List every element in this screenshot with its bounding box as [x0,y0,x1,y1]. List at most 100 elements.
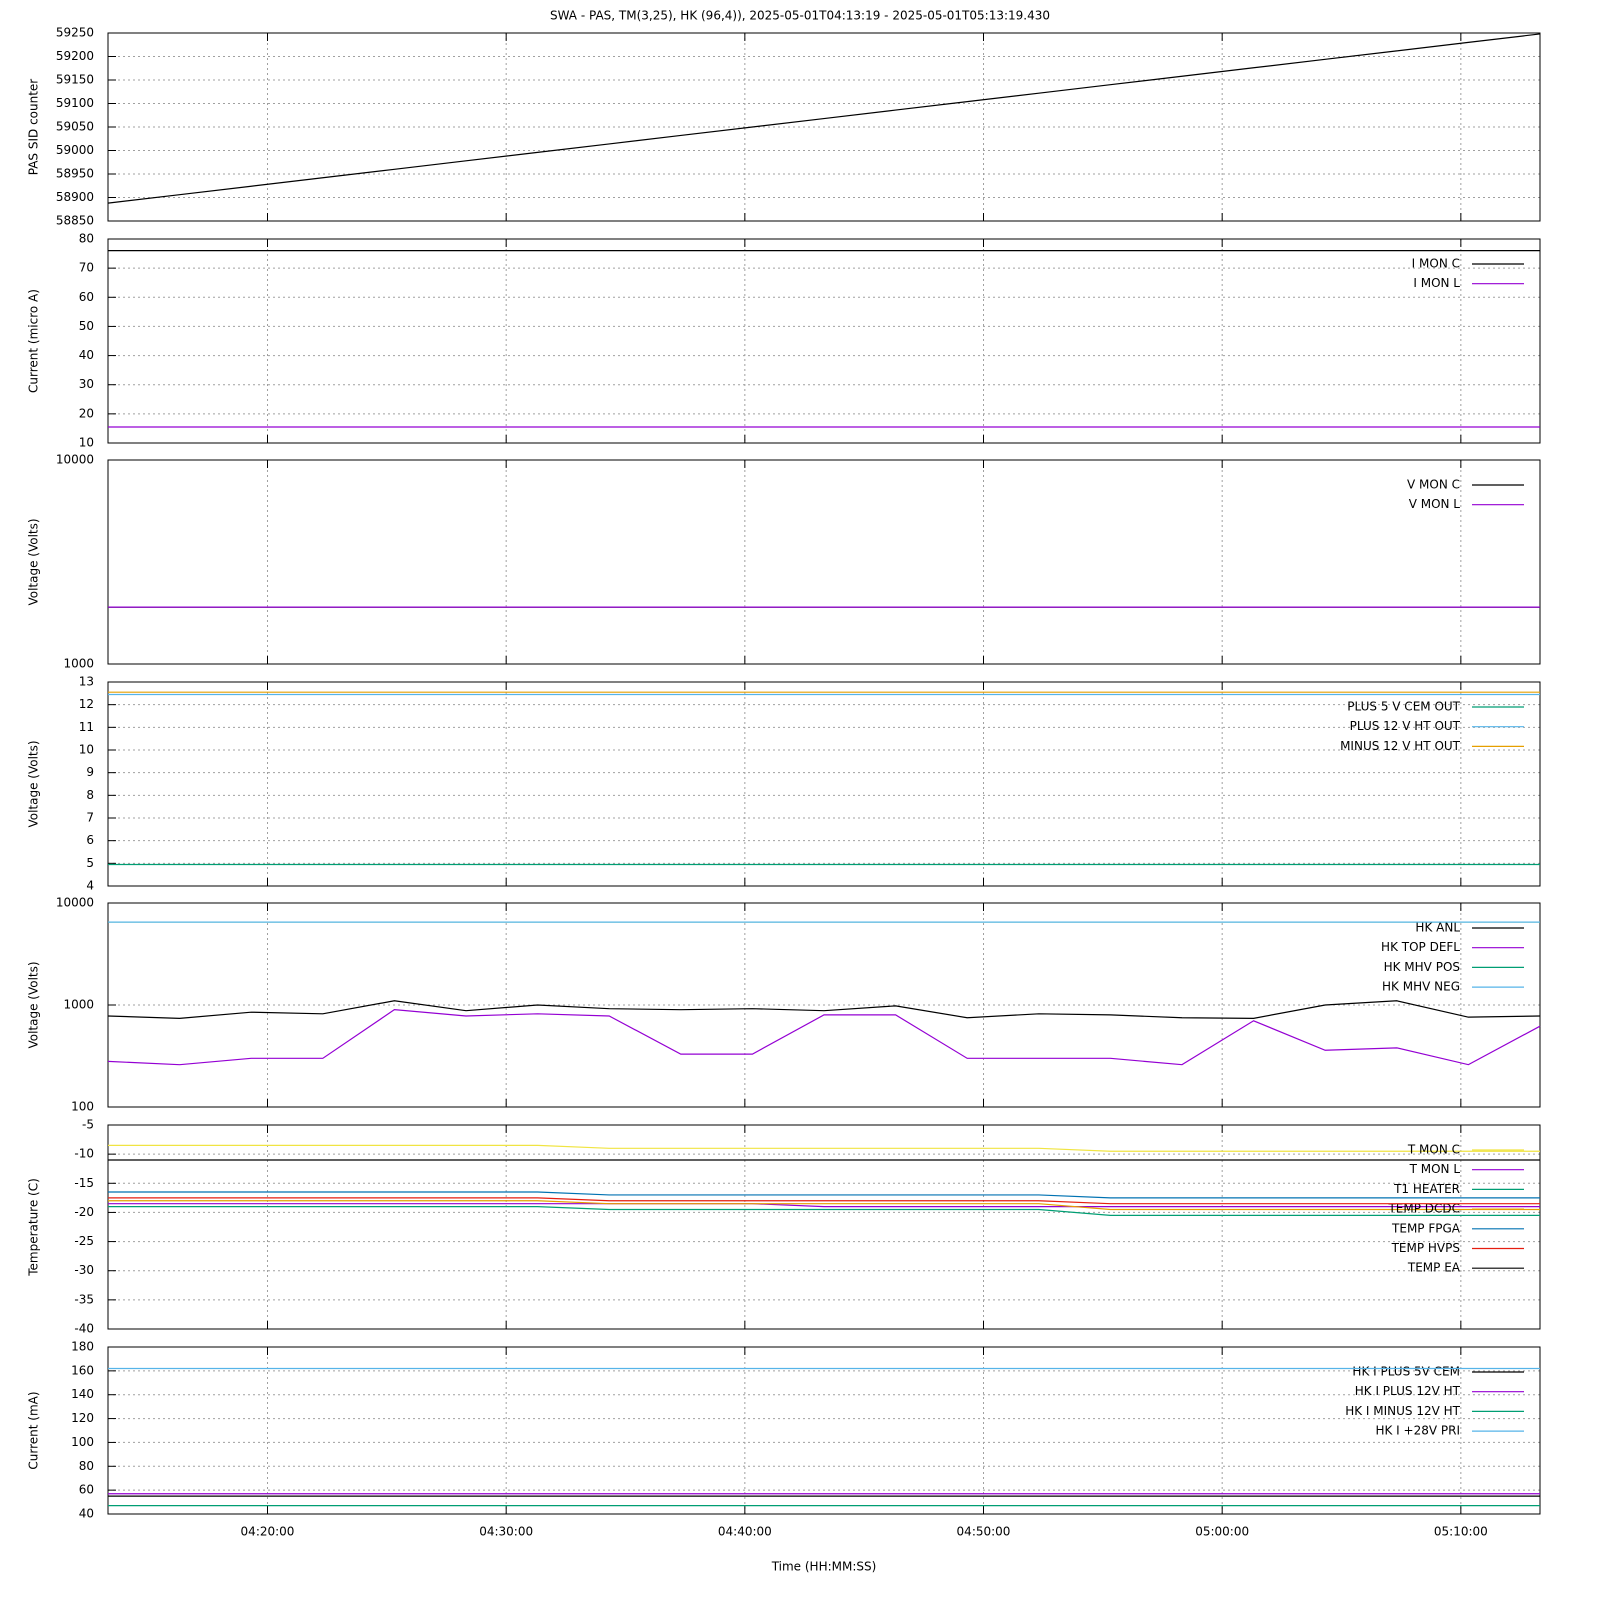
legend-label: PLUS 5 V CEM OUT [1347,700,1460,714]
y-tick-label: 80 [79,1459,94,1473]
plot-frame [107,238,1541,444]
x-axis-label: Time (HH:MM:SS) [771,1560,877,1574]
legend-label: HK I MINUS 12V HT [1345,1404,1460,1418]
x-tick-label: 04:30:00 [479,1525,533,1539]
y-tick-label: 70 [79,261,94,275]
legend-label: HK MHV NEG [1382,980,1460,994]
y-tick-label: 12 [79,697,94,711]
legend-label: TEMP HVPS [1391,1241,1460,1255]
y-axis-label: Temperature (C) [27,1178,41,1277]
plot-frame [107,681,1541,887]
plot-frame [107,32,1541,222]
series-line [108,1191,1540,1199]
y-tick-label: 40 [79,348,94,362]
legend-label: HK I PLUS 5V CEM [1352,1365,1460,1379]
y-tick-label: -35 [74,1292,94,1306]
legend-label: T MON C [1407,1143,1460,1157]
y-tick-label: 58950 [56,167,94,181]
y-axis-label: Voltage (Volts) [27,518,41,605]
y-tick-label: 7 [86,811,94,825]
y-tick-label: 59200 [56,49,94,63]
legend-label: HK MHV POS [1384,960,1460,974]
legend-label: V MON L [1409,497,1461,511]
y-tick-label: 10000 [56,453,94,467]
y-tick-label: 60 [79,1483,94,1497]
y-tick-label: 60 [79,290,94,304]
legend-label: TEMP FPGA [1391,1221,1461,1235]
legend-label: V MON C [1407,478,1460,492]
y-tick-label: -25 [74,1234,94,1248]
y-tick-label: 50 [79,319,94,333]
legend-label: PLUS 12 V HT OUT [1350,719,1461,733]
y-tick-label: 59150 [56,73,94,87]
series-line [107,33,1541,204]
y-tick-label: 1000 [63,998,94,1012]
y-axis-label: Voltage (Volts) [27,740,41,827]
y-tick-label: -40 [74,1322,94,1336]
y-tick-label: 59000 [56,143,94,157]
y-tick-label: 5 [86,856,94,870]
series-line [107,1009,1541,1066]
series-line [108,1197,1540,1205]
series-line [108,1200,1540,1211]
plot-frame [107,902,1541,1108]
y-tick-label: 160 [71,1363,94,1377]
x-tick-label: 05:00:00 [1195,1525,1249,1539]
legend-label: I MON L [1413,276,1460,290]
y-tick-label: 59250 [56,26,94,40]
y-tick-label: -5 [82,1118,94,1132]
legend-label: TEMP EA [1407,1261,1461,1275]
y-tick-label: 59100 [56,96,94,110]
legend-label: HK ANL [1415,921,1460,935]
y-tick-label: -30 [74,1263,94,1277]
plot-frame [107,459,1541,665]
y-tick-label: 9 [86,765,94,779]
y-tick-label: 59050 [56,120,94,134]
y-tick-label: 120 [71,1411,94,1425]
y-tick-label: 10 [79,743,94,757]
legend-label: HK I PLUS 12V HT [1355,1384,1461,1398]
y-tick-label: 13 [79,675,94,689]
y-axis-label: Current (micro A) [27,289,41,393]
plot-frame [107,1124,1541,1330]
y-tick-label: 20 [79,406,94,420]
series-line [108,1205,1540,1216]
legend-label: MINUS 12 V HT OUT [1340,739,1461,753]
y-tick-label: -20 [74,1205,94,1219]
y-tick-label: 140 [71,1387,94,1401]
chart-title: SWA - PAS, TM(3,25), HK (96,4)), 2025-05… [550,9,1050,23]
y-axis-label: Voltage (Volts) [27,961,41,1048]
plot-frame [107,1346,1541,1515]
y-tick-label: 100 [71,1435,94,1449]
series-line [107,1000,1541,1019]
y-tick-label: 58850 [56,214,94,228]
y-tick-label: 80 [79,232,94,246]
legend-label: T1 HEATER [1393,1182,1460,1196]
y-tick-label: 11 [79,720,94,734]
series-line [108,1203,1540,1208]
y-tick-label: 58900 [56,190,94,204]
y-tick-label: 1000 [63,657,94,671]
y-tick-label: 180 [71,1340,94,1354]
x-tick-label: 04:20:00 [241,1525,295,1539]
legend-label: TEMP DCDC [1387,1202,1460,1216]
y-axis-label: Current (mA) [27,1391,41,1469]
y-tick-label: -15 [74,1176,94,1190]
x-tick-label: 04:40:00 [718,1525,772,1539]
x-tick-label: 04:50:00 [957,1525,1011,1539]
y-tick-label: 4 [86,879,94,893]
y-tick-label: 6 [86,833,94,847]
y-axis-label: PAS SID counter [27,79,41,176]
x-tick-label: 05:10:00 [1434,1525,1488,1539]
y-tick-label: 40 [79,1507,94,1521]
y-tick-label: -10 [74,1147,94,1161]
legend-label: T MON L [1409,1162,1461,1176]
legend-label: HK TOP DEFL [1381,940,1460,954]
y-tick-label: 30 [79,377,94,391]
y-tick-label: 10000 [56,896,94,910]
series-line [108,1144,1540,1152]
y-tick-label: 8 [86,788,94,802]
y-tick-label: 10 [79,436,94,450]
y-tick-label: 100 [71,1100,94,1114]
